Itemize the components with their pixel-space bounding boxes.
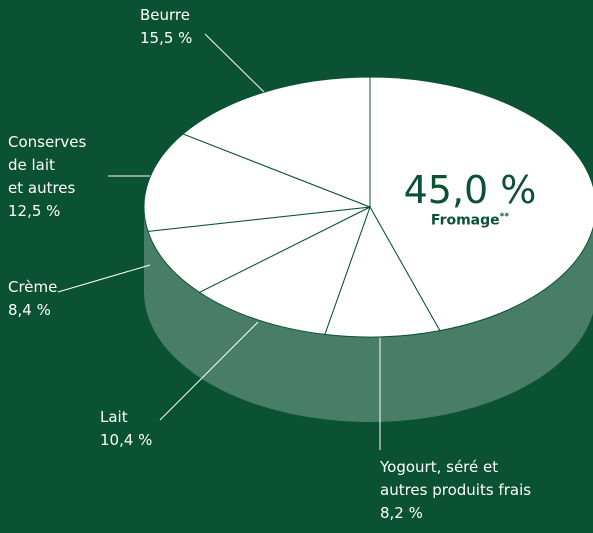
leader-lines [57,33,381,450]
category-text: Fromage [430,212,500,229]
pie-slice [324,205,441,338]
value-label: 45,0 % [403,168,537,212]
pie-slice [198,205,371,335]
category-label: Yogourt, séré et autres produits frais [380,458,532,499]
category-label: Conserves de lait et autres [8,133,87,197]
category-label: Lait [100,408,128,426]
value-label: 12,5 % [8,202,61,220]
category-label: Fromage** [390,212,550,229]
pie-slice [147,206,371,293]
leader-line [57,264,151,293]
leader-line [204,33,266,94]
slice-label: 45,0 % Fromage** [390,168,550,229]
pie-slice [182,76,371,208]
category-label: Crème [8,278,58,296]
category-label: Beurre [140,6,190,24]
pie-side [144,207,593,422]
value-label: 8,4 % [8,301,51,319]
value-label: 10,4 % [100,431,153,449]
leader-line [159,321,259,421]
value-label: 15,5 % [140,29,193,47]
value-label: 8,2 % [380,504,423,522]
pie-slice [143,133,371,232]
footnote-mark: ** [499,212,510,222]
pie-slice [369,76,593,332]
